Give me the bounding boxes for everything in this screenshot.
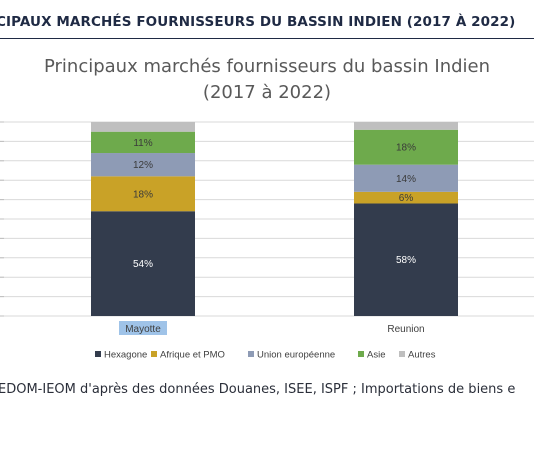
legend-label: Autres — [408, 350, 436, 361]
bar-segment — [91, 131, 195, 154]
bar-segment — [354, 203, 458, 316]
bar-segment — [354, 129, 458, 165]
legend-swatch — [151, 351, 157, 357]
legend-label: Hexagone — [104, 350, 147, 361]
bar-segment — [91, 122, 195, 132]
legend-swatch — [248, 351, 254, 357]
page-title: CIPAUX MARCHÉS FOURNISSEURS DU BASSIN IN… — [0, 14, 516, 30]
bar-segment — [354, 164, 458, 192]
data-label: 12% — [133, 160, 153, 171]
header-divider — [0, 38, 534, 39]
chart-title-line2: (2017 à 2022) — [202, 82, 332, 103]
data-label: 54% — [133, 259, 153, 270]
bar-segment — [91, 153, 195, 177]
category-highlight — [119, 321, 167, 335]
source-note: EDOM-IEOM d'après des données Douanes, I… — [0, 382, 516, 397]
chart-title: Principaux marchés fournisseurs du bassi… — [0, 54, 534, 106]
data-label: 58% — [396, 255, 416, 266]
legend-label: Union européenne — [257, 350, 335, 361]
bar-segment — [354, 191, 458, 204]
x-tick-label: Reunion — [387, 324, 424, 335]
legend-label: Afrique et PMO — [160, 350, 225, 361]
bars: 54% 18% 12% 11% 58% 6% 14% 18% — [91, 122, 458, 316]
legend: Hexagone Afrique et PMO Union européenne As… — [95, 350, 436, 361]
legend-swatch — [399, 351, 405, 357]
x-tick-label: Mayotte — [125, 324, 161, 335]
bar-segment — [354, 122, 458, 130]
x-axis: Mayotte Reunion — [119, 321, 425, 335]
data-label: 14% — [396, 174, 416, 185]
data-label: 18% — [133, 189, 153, 200]
legend-swatch — [95, 351, 101, 357]
data-label: 18% — [396, 143, 416, 154]
legend-label: Asie — [367, 350, 385, 361]
legend-swatch — [358, 351, 364, 357]
chart-title-line1: Principaux marchés fournisseurs du bassi… — [43, 56, 491, 77]
bar-segment — [91, 176, 195, 212]
data-label: 6% — [399, 193, 414, 204]
bar-segment — [91, 211, 195, 316]
data-label: 11% — [133, 138, 152, 149]
